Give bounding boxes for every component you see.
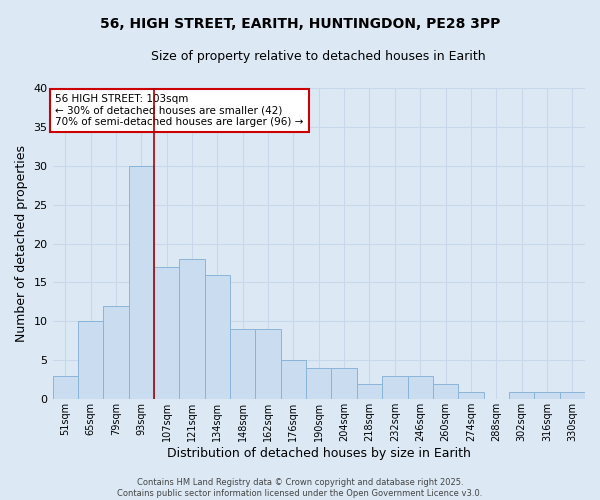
Bar bbox=[306, 368, 331, 400]
Bar bbox=[179, 259, 205, 400]
Bar bbox=[205, 274, 230, 400]
Bar bbox=[560, 392, 585, 400]
Bar bbox=[407, 376, 433, 400]
Bar bbox=[331, 368, 357, 400]
Bar bbox=[256, 329, 281, 400]
Bar bbox=[534, 392, 560, 400]
Bar bbox=[103, 306, 128, 400]
Bar bbox=[230, 329, 256, 400]
Text: 56 HIGH STREET: 103sqm
← 30% of detached houses are smaller (42)
70% of semi-det: 56 HIGH STREET: 103sqm ← 30% of detached… bbox=[55, 94, 304, 127]
Text: 56, HIGH STREET, EARITH, HUNTINGDON, PE28 3PP: 56, HIGH STREET, EARITH, HUNTINGDON, PE2… bbox=[100, 18, 500, 32]
Y-axis label: Number of detached properties: Number of detached properties bbox=[15, 145, 28, 342]
Bar bbox=[382, 376, 407, 400]
Bar bbox=[281, 360, 306, 400]
Bar bbox=[433, 384, 458, 400]
Bar bbox=[53, 376, 78, 400]
Bar bbox=[154, 267, 179, 400]
Bar bbox=[509, 392, 534, 400]
Bar bbox=[78, 322, 103, 400]
X-axis label: Distribution of detached houses by size in Earith: Distribution of detached houses by size … bbox=[167, 447, 471, 460]
Title: Size of property relative to detached houses in Earith: Size of property relative to detached ho… bbox=[151, 50, 486, 63]
Bar bbox=[357, 384, 382, 400]
Bar bbox=[458, 392, 484, 400]
Text: Contains HM Land Registry data © Crown copyright and database right 2025.
Contai: Contains HM Land Registry data © Crown c… bbox=[118, 478, 482, 498]
Bar bbox=[128, 166, 154, 400]
